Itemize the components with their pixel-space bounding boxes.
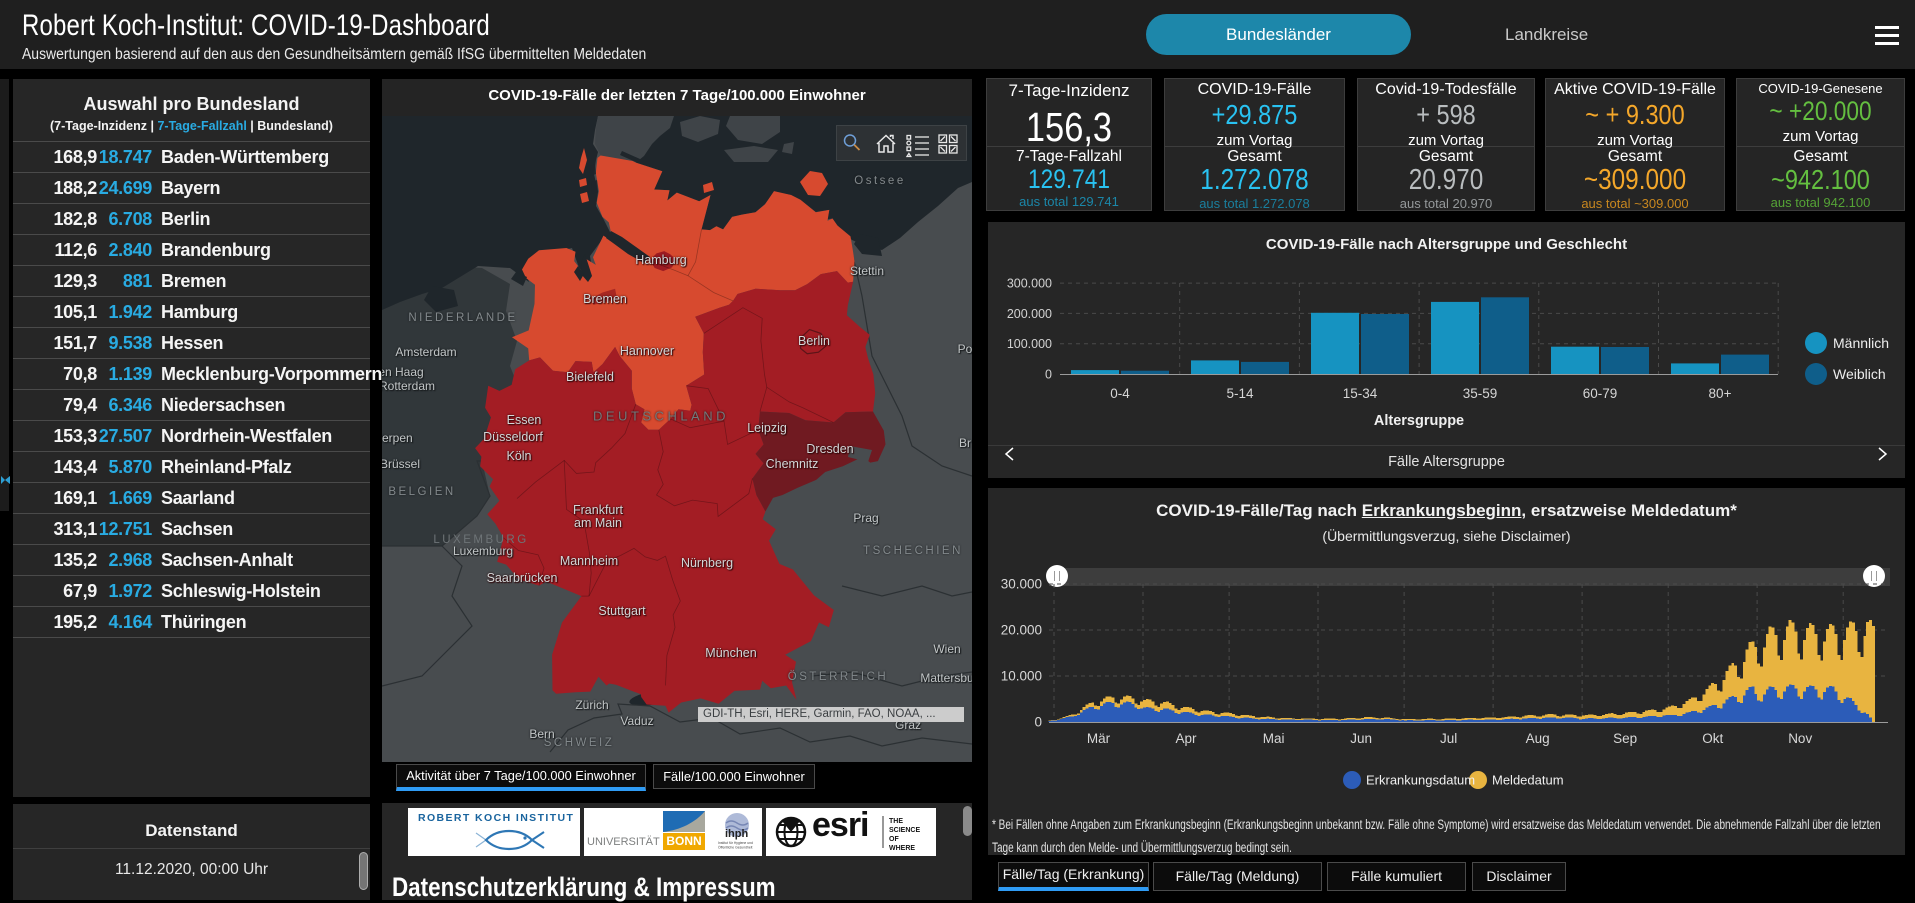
svg-text:0: 0 xyxy=(1045,368,1052,382)
svg-text:Männlich: Männlich xyxy=(1833,335,1889,351)
svg-text:200.000: 200.000 xyxy=(1007,307,1052,321)
svg-text:10.000: 10.000 xyxy=(1001,669,1042,684)
svg-text:5-14: 5-14 xyxy=(1226,386,1254,401)
svg-text:15-34: 15-34 xyxy=(1343,386,1378,401)
svg-text:Okt: Okt xyxy=(1702,731,1723,746)
svg-text:30.000: 30.000 xyxy=(1001,577,1042,592)
svg-text:Sep: Sep xyxy=(1613,731,1637,746)
svg-text:Öffentliche Gesundheit: Öffentliche Gesundheit xyxy=(718,846,752,850)
svg-text:Mai: Mai xyxy=(1263,731,1285,746)
svg-text:0: 0 xyxy=(1034,715,1042,730)
svg-text:Nov: Nov xyxy=(1788,731,1812,746)
svg-text:Jul: Jul xyxy=(1440,731,1457,746)
svg-text:80+: 80+ xyxy=(1709,386,1732,401)
svg-text:0-4: 0-4 xyxy=(1110,386,1130,401)
svg-text:300.000: 300.000 xyxy=(1007,277,1052,291)
svg-text:Erkrankungsdatum: Erkrankungsdatum xyxy=(1366,773,1475,788)
svg-text:20.000: 20.000 xyxy=(1001,623,1042,638)
svg-text:Mär: Mär xyxy=(1087,731,1111,746)
svg-text:Altersgruppe: Altersgruppe xyxy=(1374,413,1464,429)
svg-text:60-79: 60-79 xyxy=(1583,386,1618,401)
svg-text:Weiblich: Weiblich xyxy=(1833,366,1886,382)
svg-text:35-59: 35-59 xyxy=(1463,386,1498,401)
svg-text:Meldedatum: Meldedatum xyxy=(1492,773,1564,788)
svg-text:ihph: ihph xyxy=(725,828,748,840)
svg-text:Jun: Jun xyxy=(1350,731,1372,746)
svg-text:Institut für Hygiene und: Institut für Hygiene und xyxy=(718,841,753,845)
svg-text:Aug: Aug xyxy=(1526,731,1550,746)
svg-text:Apr: Apr xyxy=(1175,731,1197,746)
svg-text:100.000: 100.000 xyxy=(1007,337,1052,351)
